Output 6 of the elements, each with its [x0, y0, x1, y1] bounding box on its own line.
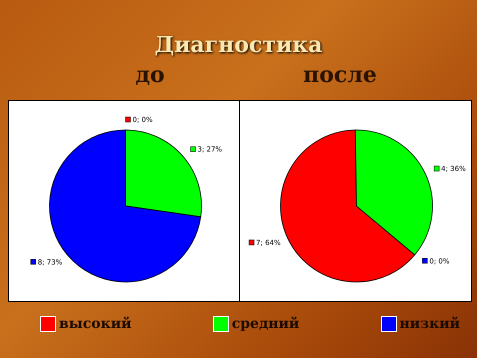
legend-label: низкий — [400, 316, 460, 332]
legend-label: высокий — [59, 316, 132, 332]
chart-subtitle: после — [302, 62, 378, 88]
chart-title: Диагностика — [154, 32, 324, 58]
legend-label: средний — [232, 316, 300, 332]
chart-subtitle: до — [134, 62, 166, 88]
